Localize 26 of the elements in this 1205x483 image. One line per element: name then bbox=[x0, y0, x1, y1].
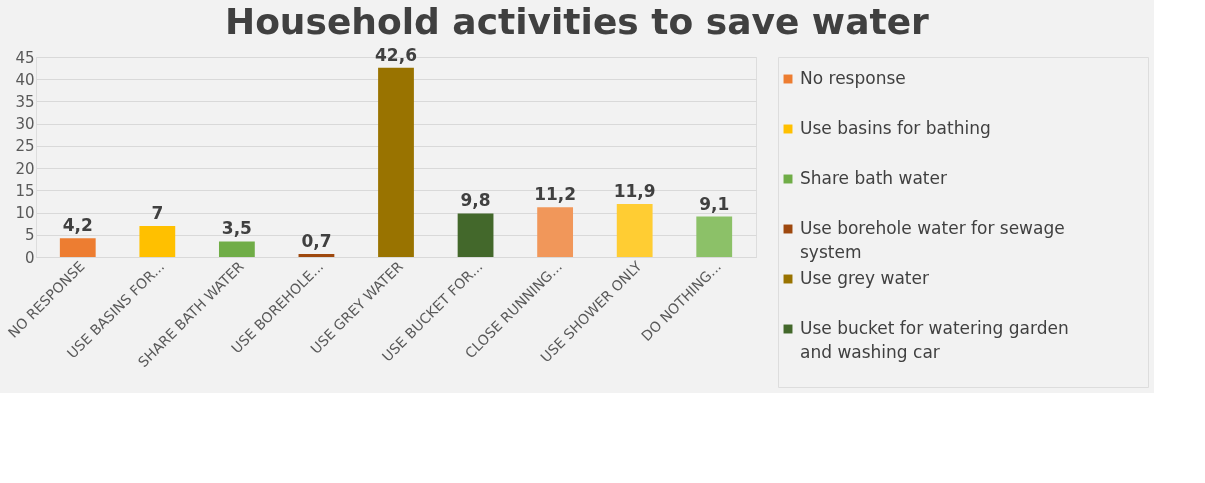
legend-label: Use bucket for watering garden and washing car bbox=[800, 318, 1069, 362]
y-tick-label: 0 bbox=[24, 248, 35, 267]
data-label: 4,2 bbox=[62, 215, 93, 236]
data-label: 11,2 bbox=[534, 184, 577, 205]
data-label: 11,9 bbox=[613, 181, 656, 202]
y-tick-label: 20 bbox=[15, 159, 35, 178]
legend-label: Use basins for bathing bbox=[800, 118, 991, 138]
y-tick-label: 25 bbox=[15, 137, 35, 156]
data-label: 9,1 bbox=[699, 193, 730, 214]
y-tick-label: 10 bbox=[15, 204, 35, 223]
y-tick-label: 45 bbox=[15, 48, 35, 67]
y-tick-label: 30 bbox=[15, 115, 35, 134]
legend-label: Share bath water bbox=[800, 168, 947, 188]
data-label: 3,5 bbox=[221, 218, 252, 239]
data-label: 9,8 bbox=[460, 190, 491, 211]
chart-title: Household activities to save water bbox=[225, 1, 930, 43]
data-label: 0,7 bbox=[301, 230, 332, 251]
data-label: 7 bbox=[151, 202, 164, 223]
y-tick-label: 35 bbox=[15, 92, 35, 111]
y-tick-label: 5 bbox=[24, 226, 35, 245]
y-tick-label: 40 bbox=[15, 70, 35, 89]
legend-label: No response bbox=[800, 68, 906, 88]
legend-label: Use grey water bbox=[800, 268, 929, 288]
y-tick-label: 15 bbox=[15, 181, 35, 200]
legend-label: Use borehole water for sewage system bbox=[800, 218, 1065, 262]
data-label: 42,6 bbox=[375, 44, 417, 65]
